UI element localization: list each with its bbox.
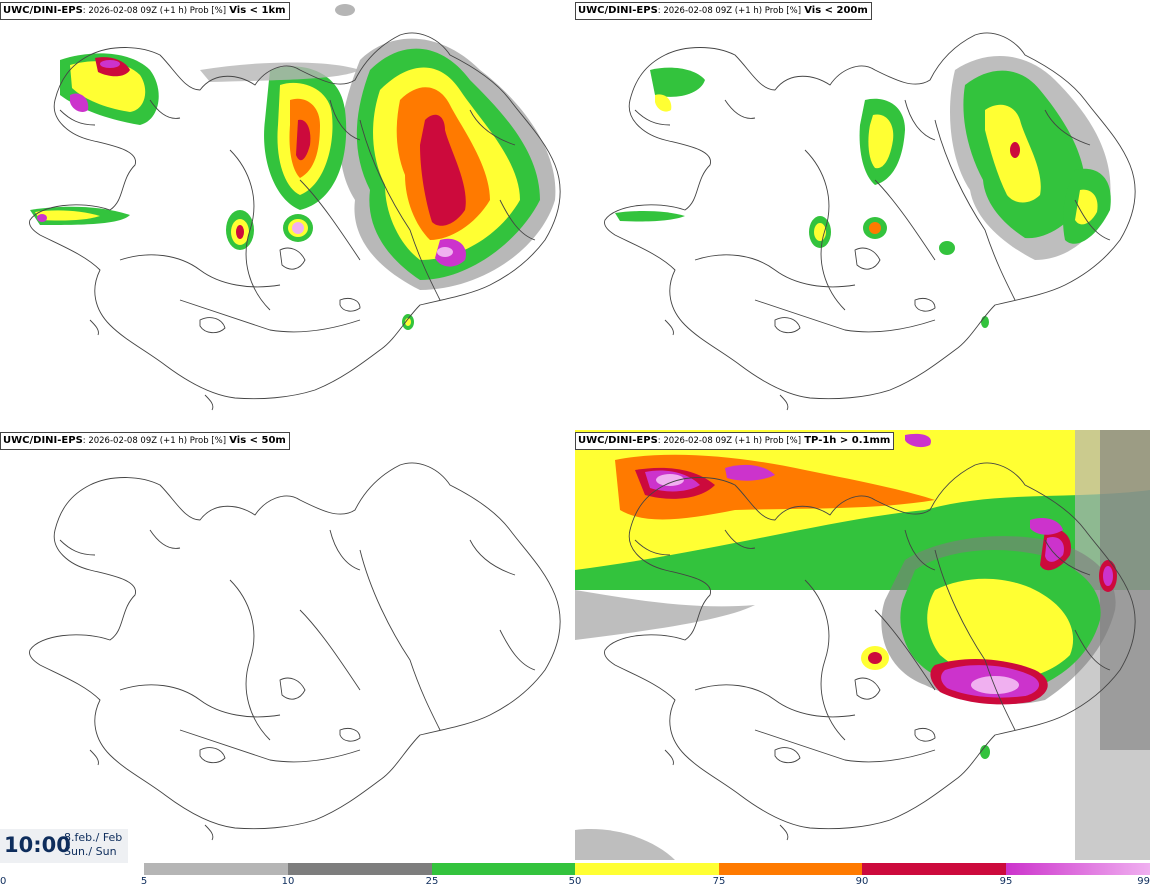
- legend-tick-75: 75: [712, 876, 726, 887]
- panel-title-vis-1km: UWC/DINI-EPS: 2026-02-08 09Z (+1 h) Prob…: [0, 2, 290, 20]
- prob-field-tp-1h: [575, 430, 1150, 860]
- map-vis-1km: [29, 4, 561, 411]
- panel-source: UWC/DINI-EPS: [578, 5, 658, 16]
- valid-date-line1: 8.feb./ Feb: [64, 831, 123, 844]
- panel-vis-1km: UWC/DINI-EPS: 2026-02-08 09Z (+1 h) Prob…: [0, 0, 575, 430]
- panel-meta: : 2026-02-08 09Z (+1 h) Prob [%]: [657, 6, 802, 16]
- panel-vis-50m: UWC/DINI-EPS: 2026-02-08 09Z (+1 h) Prob…: [0, 430, 575, 860]
- legend-tick-10: 10: [281, 876, 295, 887]
- legend-tick-90: 90: [855, 876, 869, 887]
- legend-seg-50-75: [575, 863, 719, 875]
- panel-param: Vis < 1km: [229, 5, 286, 16]
- legend-tick-99: 99: [1137, 876, 1150, 887]
- panel-vis-200m: UWC/DINI-EPS: 2026-02-08 09Z (+1 h) Prob…: [575, 0, 1150, 430]
- panel-title-vis-200m: UWC/DINI-EPS: 2026-02-08 09Z (+1 h) Prob…: [575, 2, 872, 20]
- legend-tick-50: 50: [568, 876, 582, 887]
- legend-seg-75-90: [719, 863, 862, 875]
- valid-time: 10:00: [4, 833, 71, 857]
- legend-seg-95-99: [1006, 863, 1150, 875]
- legend-seg-25-50: [432, 863, 575, 875]
- panel-meta: : 2026-02-08 09Z (+1 h) Prob [%]: [657, 436, 802, 446]
- panel-meta: : 2026-02-08 09Z (+1 h) Prob [%]: [82, 436, 227, 446]
- valid-date: 8.feb./ Feb Sun./ Sun: [64, 831, 122, 859]
- panel-title-vis-50m: UWC/DINI-EPS: 2026-02-08 09Z (+1 h) Prob…: [0, 432, 290, 450]
- panel-title-tp-1h: UWC/DINI-EPS: 2026-02-08 09Z (+1 h) Prob…: [575, 432, 895, 450]
- legend-tick-95: 95: [999, 876, 1013, 887]
- probability-legend-bar: [144, 863, 1150, 875]
- panel-meta: : 2026-02-08 09Z (+1 h) Prob [%]: [82, 6, 227, 16]
- prob-field-vis-200m: [615, 56, 1111, 328]
- iceland-outline-bl: [29, 462, 561, 841]
- prob-field-vis-1km: [30, 4, 556, 330]
- panel-param: TP-1h > 0.1mm: [804, 435, 891, 446]
- panel-param: Vis < 50m: [229, 435, 286, 446]
- panel-tp-1h: UWC/DINI-EPS: 2026-02-08 09Z (+1 h) Prob…: [575, 430, 1150, 860]
- valid-time-box: 10:00 8.feb./ Feb Sun./ Sun: [0, 829, 128, 863]
- map-vis-200m: [604, 32, 1136, 411]
- legend-tick-25: 25: [425, 876, 439, 887]
- panel-source: UWC/DINI-EPS: [3, 5, 83, 16]
- panel-param: Vis < 200m: [804, 5, 868, 16]
- map-vis-50m: [29, 462, 561, 841]
- legend-seg-5-10: [144, 863, 288, 875]
- legend-seg-90-95: [862, 863, 1006, 875]
- panel-source: UWC/DINI-EPS: [578, 435, 658, 446]
- valid-date-line2: Sun./ Sun: [64, 845, 117, 858]
- panel-source: UWC/DINI-EPS: [3, 435, 83, 446]
- legend-seg-10-25: [288, 863, 432, 875]
- legend-tick-0: 0: [0, 876, 7, 887]
- legend-tick-5: 5: [140, 876, 148, 887]
- map-tp-1h: [575, 430, 1150, 860]
